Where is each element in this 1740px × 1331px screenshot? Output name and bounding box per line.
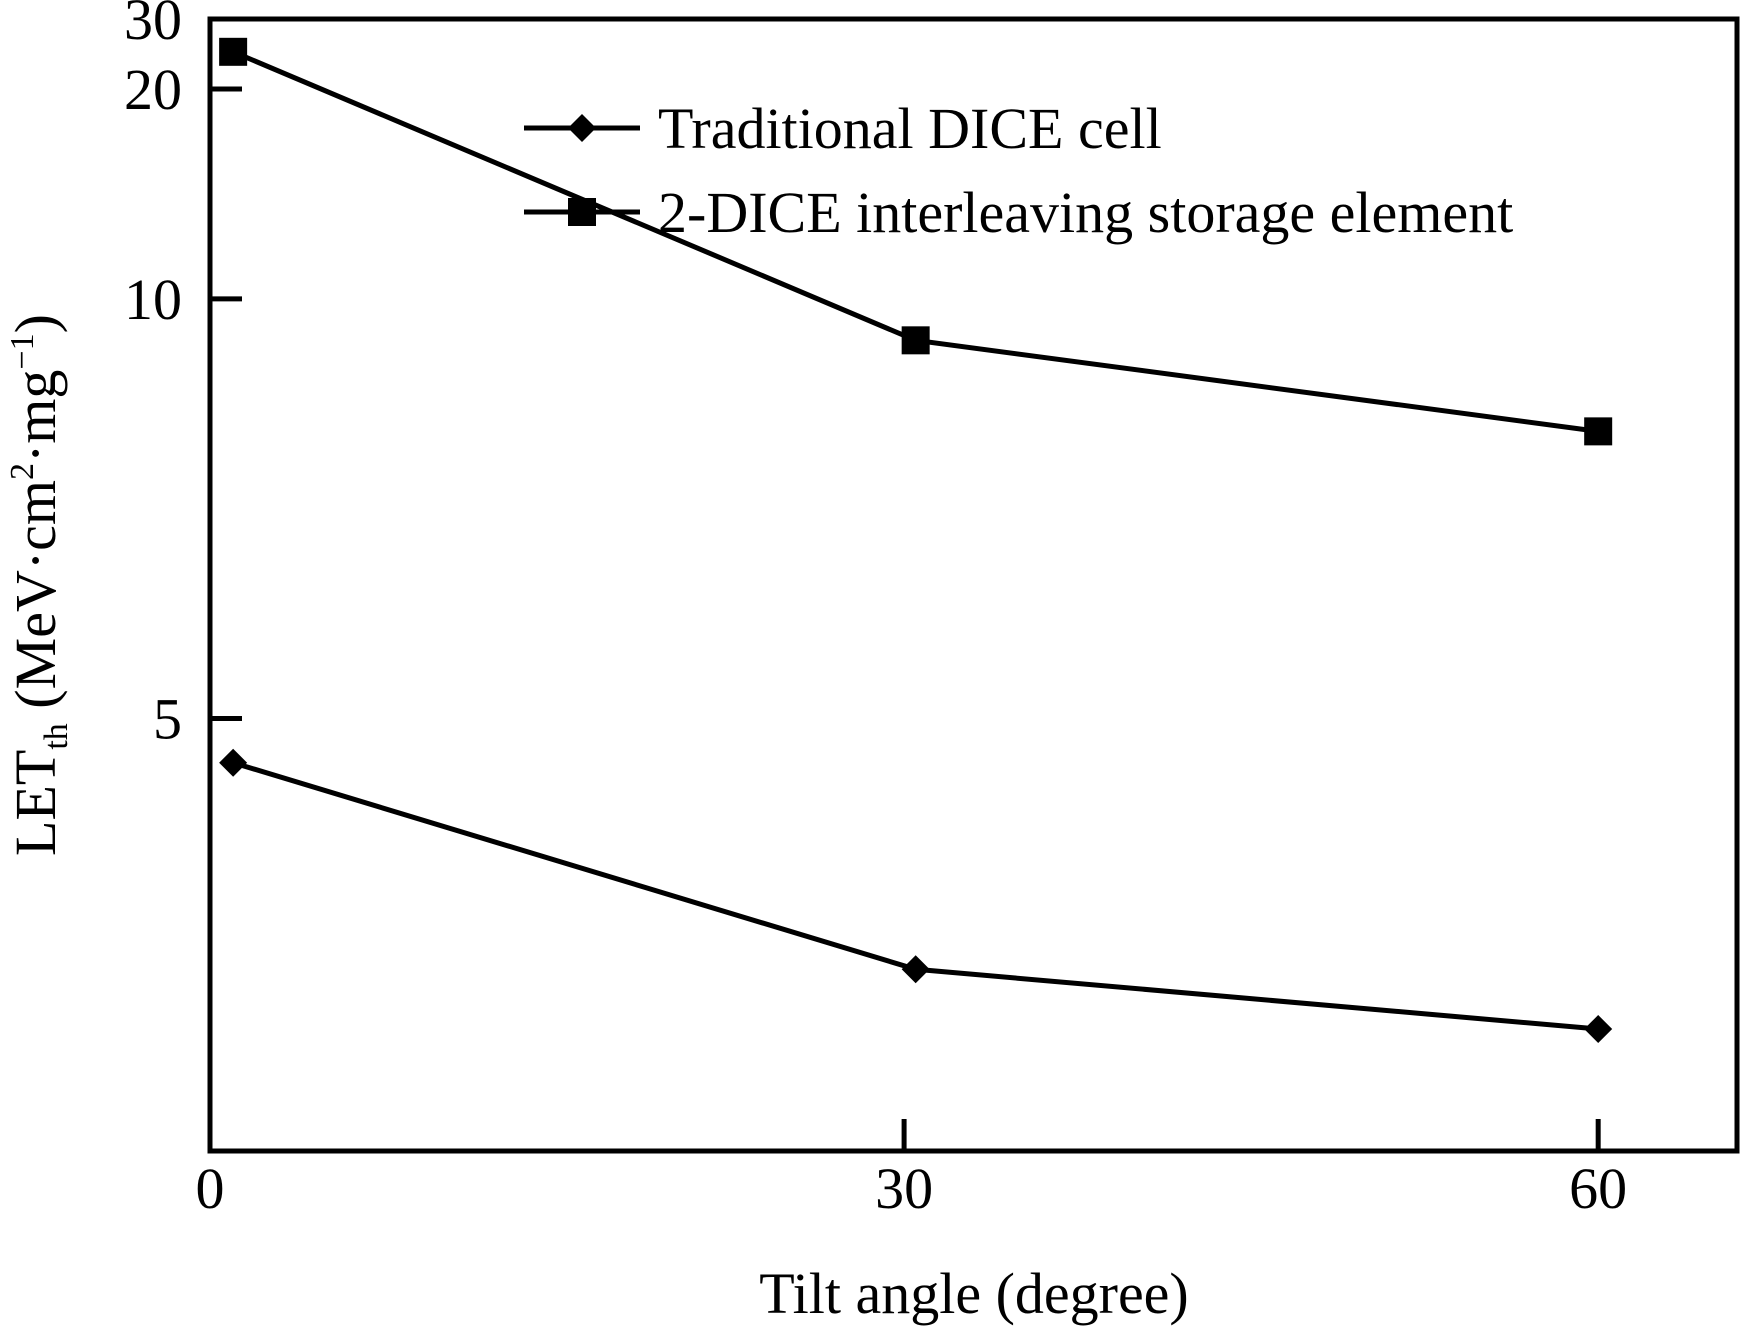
legend-item: 2-DICE interleaving storage element [524, 180, 1513, 245]
x-axis-label: Tilt angle (degree) [759, 1261, 1189, 1326]
diamond-marker [1584, 1015, 1613, 1044]
y-axis-label-subscript: th [38, 723, 75, 749]
x-tick-label: 30 [875, 1156, 933, 1221]
y-axis-label: LETth (MeV·cm2·mg−1) [3, 314, 75, 856]
series-layer [219, 37, 1613, 1044]
y-axis-label-unit-mid: ·mg [3, 370, 68, 463]
legend-item: Traditional DICE cell [524, 96, 1162, 161]
legend: Traditional DICE cell 2-DICE interleaving… [524, 96, 1513, 245]
series-0 [219, 748, 1613, 1044]
square-marker [568, 198, 596, 226]
x-tick-label: 60 [1569, 1156, 1627, 1221]
y-axis-label-sup-1: 2 [4, 463, 41, 480]
legend-label: Traditional DICE cell [658, 96, 1162, 161]
diamond-marker [901, 955, 930, 984]
y-tick-label: 30 [124, 0, 182, 52]
y-tick-label: 20 [124, 57, 182, 122]
y-tick-label: 10 [124, 267, 182, 332]
square-marker [901, 326, 930, 355]
x-axis-ticks: 0 30 60 [196, 1119, 1627, 1221]
x-tick-label: 0 [196, 1156, 225, 1221]
square-marker [219, 37, 248, 66]
legend-label: 2-DICE interleaving storage element [658, 180, 1513, 245]
diamond-marker [568, 114, 596, 142]
y-axis-label-main: LET [3, 750, 68, 856]
diamond-marker [219, 748, 248, 777]
y-axis-label-unit-open: (MeV·cm [3, 480, 68, 723]
y-axis-label-sup-2: −1 [4, 333, 41, 369]
square-marker [1584, 417, 1613, 446]
series-line [232, 760, 1599, 1032]
y-tick-label: 5 [153, 687, 182, 752]
y-axis-label-unit-close: ) [3, 314, 68, 333]
plot-frame [207, 16, 1740, 1154]
series-1 [219, 37, 1613, 446]
